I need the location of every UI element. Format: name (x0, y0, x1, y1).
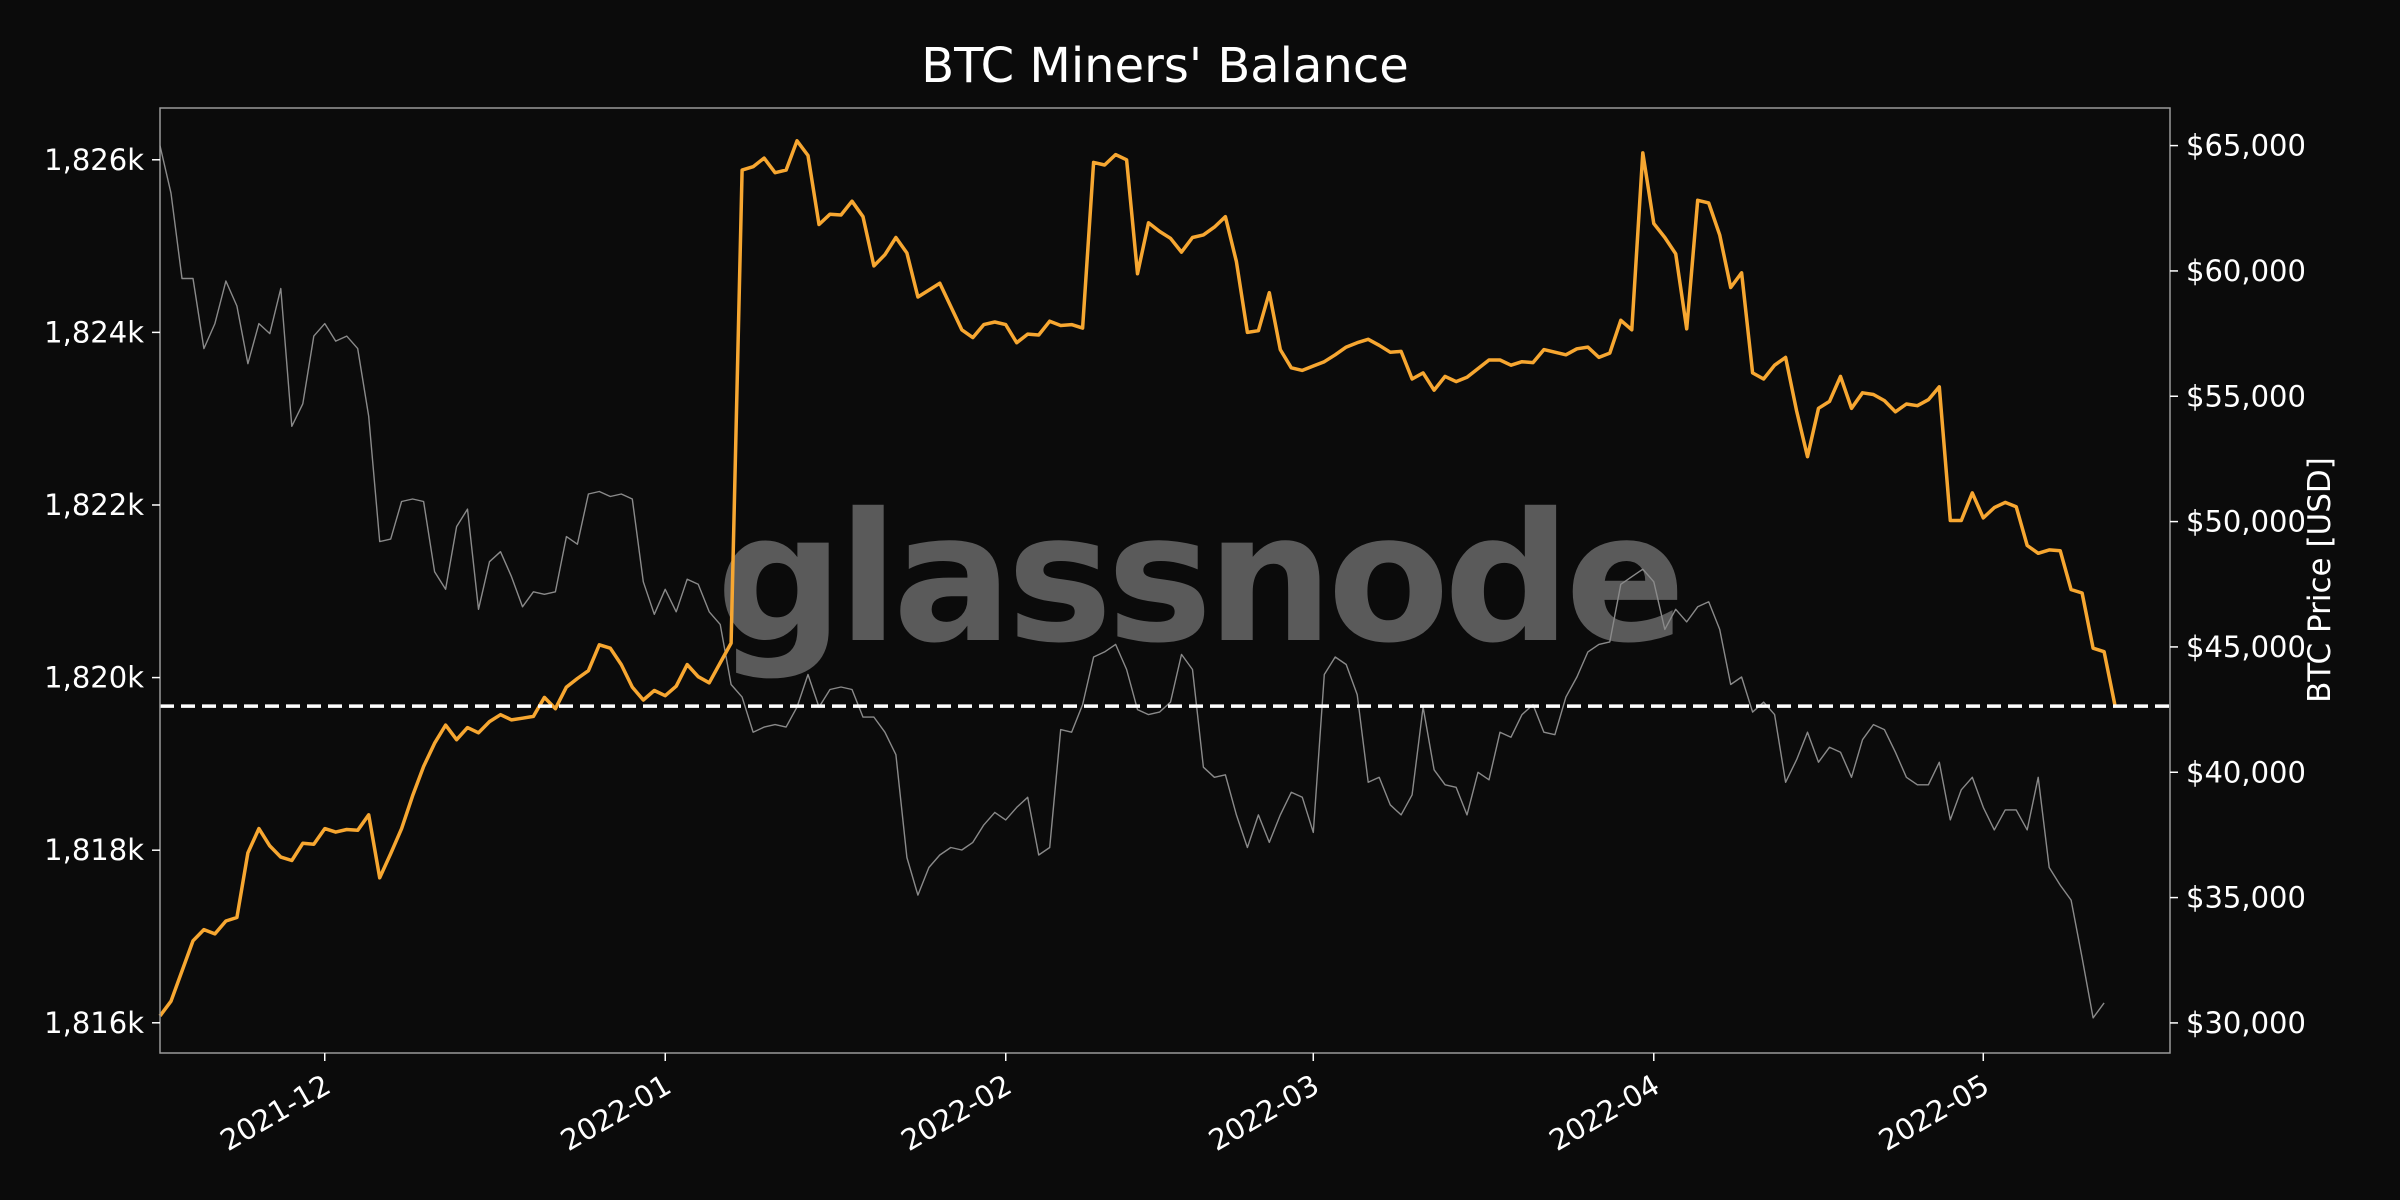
right-tick-label: $45,000 (2186, 630, 2306, 664)
left-y-axis: 1,816k 1,818k 1,820k 1,822k 1,824k 1,826k (44, 143, 160, 1040)
left-tick-label: 1,818k (44, 833, 144, 867)
left-tick-label: 1,816k (44, 1006, 144, 1040)
right-y-axis-label: BTC Price [USD] (2302, 457, 2338, 703)
right-tick-label: $55,000 (2186, 379, 2306, 413)
left-tick-label: 1,822k (44, 488, 144, 522)
right-tick-label: $60,000 (2186, 254, 2306, 288)
btc-price-line (159, 145, 2105, 1019)
right-tick-label: $50,000 (2186, 505, 2306, 539)
left-tick-label: 1,820k (44, 661, 144, 695)
right-tick-label: $30,000 (2186, 1006, 2306, 1040)
left-tick-label: 1,826k (44, 143, 144, 177)
right-tick-label: $65,000 (2186, 129, 2306, 163)
right-tick-label: $40,000 (2186, 755, 2306, 789)
right-tick-label: $35,000 (2186, 881, 2306, 915)
plot-frame (159, 107, 2171, 1054)
watermark-logo: glassnode (716, 475, 1680, 682)
right-y-axis: $30,000 $35,000 $40,000 $45,000 $50,000 $55,0… (2170, 129, 2306, 1040)
left-tick-label: 1,824k (44, 315, 144, 349)
chart-title: BTC Miners' Balance (921, 38, 1409, 94)
miners-balance-line (158, 139, 2117, 1017)
series-layer (158, 139, 2117, 1019)
